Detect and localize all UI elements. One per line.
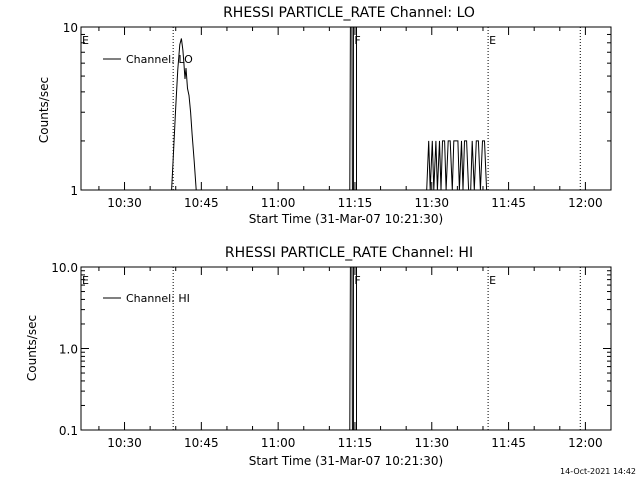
x-tick-label: 11:45	[491, 196, 526, 210]
legend-label: Channel: HI	[126, 292, 190, 305]
x-tick-label: 12:00	[568, 436, 603, 450]
marker-label: E	[82, 34, 89, 47]
series-line	[171, 26, 489, 191]
x-tick-label: 11:15	[338, 196, 373, 210]
y-axis-label: Counts/sec	[25, 315, 39, 381]
marker-label: E	[489, 274, 496, 287]
x-tick-label: 11:30	[414, 436, 449, 450]
panel-lo: RHESSI PARTICLE_RATE Channel: LO Counts/…	[37, 5, 612, 226]
y-tick-label: 10.0	[51, 261, 78, 275]
chart-title: RHESSI PARTICLE_RATE Channel: HI	[225, 245, 473, 261]
x-tick-label: 11:00	[261, 436, 296, 450]
legend: Channel: HI	[103, 292, 190, 305]
x-tick-label: 11:15	[338, 436, 373, 450]
x-tick-label: 10:30	[107, 196, 142, 210]
x-tick-label: 11:30	[414, 196, 449, 210]
series-line	[349, 266, 353, 431]
chart-title: RHESSI PARTICLE_RATE Channel: LO	[223, 5, 475, 21]
y-tick-label: 1.0	[59, 343, 78, 357]
legend: Channel: LO	[103, 53, 193, 66]
y-tick-label: 0.1	[59, 424, 78, 438]
x-tick-label: 11:45	[491, 436, 526, 450]
y-axis-label: Counts/sec	[37, 77, 51, 143]
x-axis-label: Start Time (31-Mar-07 10:21:30)	[249, 454, 443, 468]
x-tick-label: 10:45	[184, 196, 219, 210]
x-tick-label: 11:00	[261, 196, 296, 210]
x-tick-label: 12:00	[568, 196, 603, 210]
y-tick-label: 1	[70, 184, 78, 198]
legend-label: Channel: LO	[126, 53, 193, 66]
marker-label: E	[82, 274, 89, 287]
marker-label: E	[489, 34, 496, 47]
x-tick-label: 10:45	[184, 436, 219, 450]
panel-hi: RHESSI PARTICLE_RATE Channel: HI Counts/…	[25, 245, 612, 468]
marker-label: F	[354, 274, 360, 287]
plot-frame	[80, 26, 612, 191]
x-tick-label: 10:30	[107, 436, 142, 450]
x-axis-label: Start Time (31-Mar-07 10:21:30)	[249, 212, 443, 226]
footer-timestamp: 14-Oct-2021 14:42	[560, 467, 636, 476]
y-tick-label: 10	[63, 21, 78, 35]
marker-label: F	[354, 34, 360, 47]
